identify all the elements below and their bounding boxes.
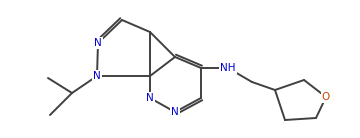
Text: NH: NH <box>220 63 236 73</box>
Text: N: N <box>93 71 101 81</box>
Text: O: O <box>322 92 330 102</box>
Text: N: N <box>146 93 154 103</box>
Text: N: N <box>171 107 179 117</box>
Text: N: N <box>94 38 102 48</box>
